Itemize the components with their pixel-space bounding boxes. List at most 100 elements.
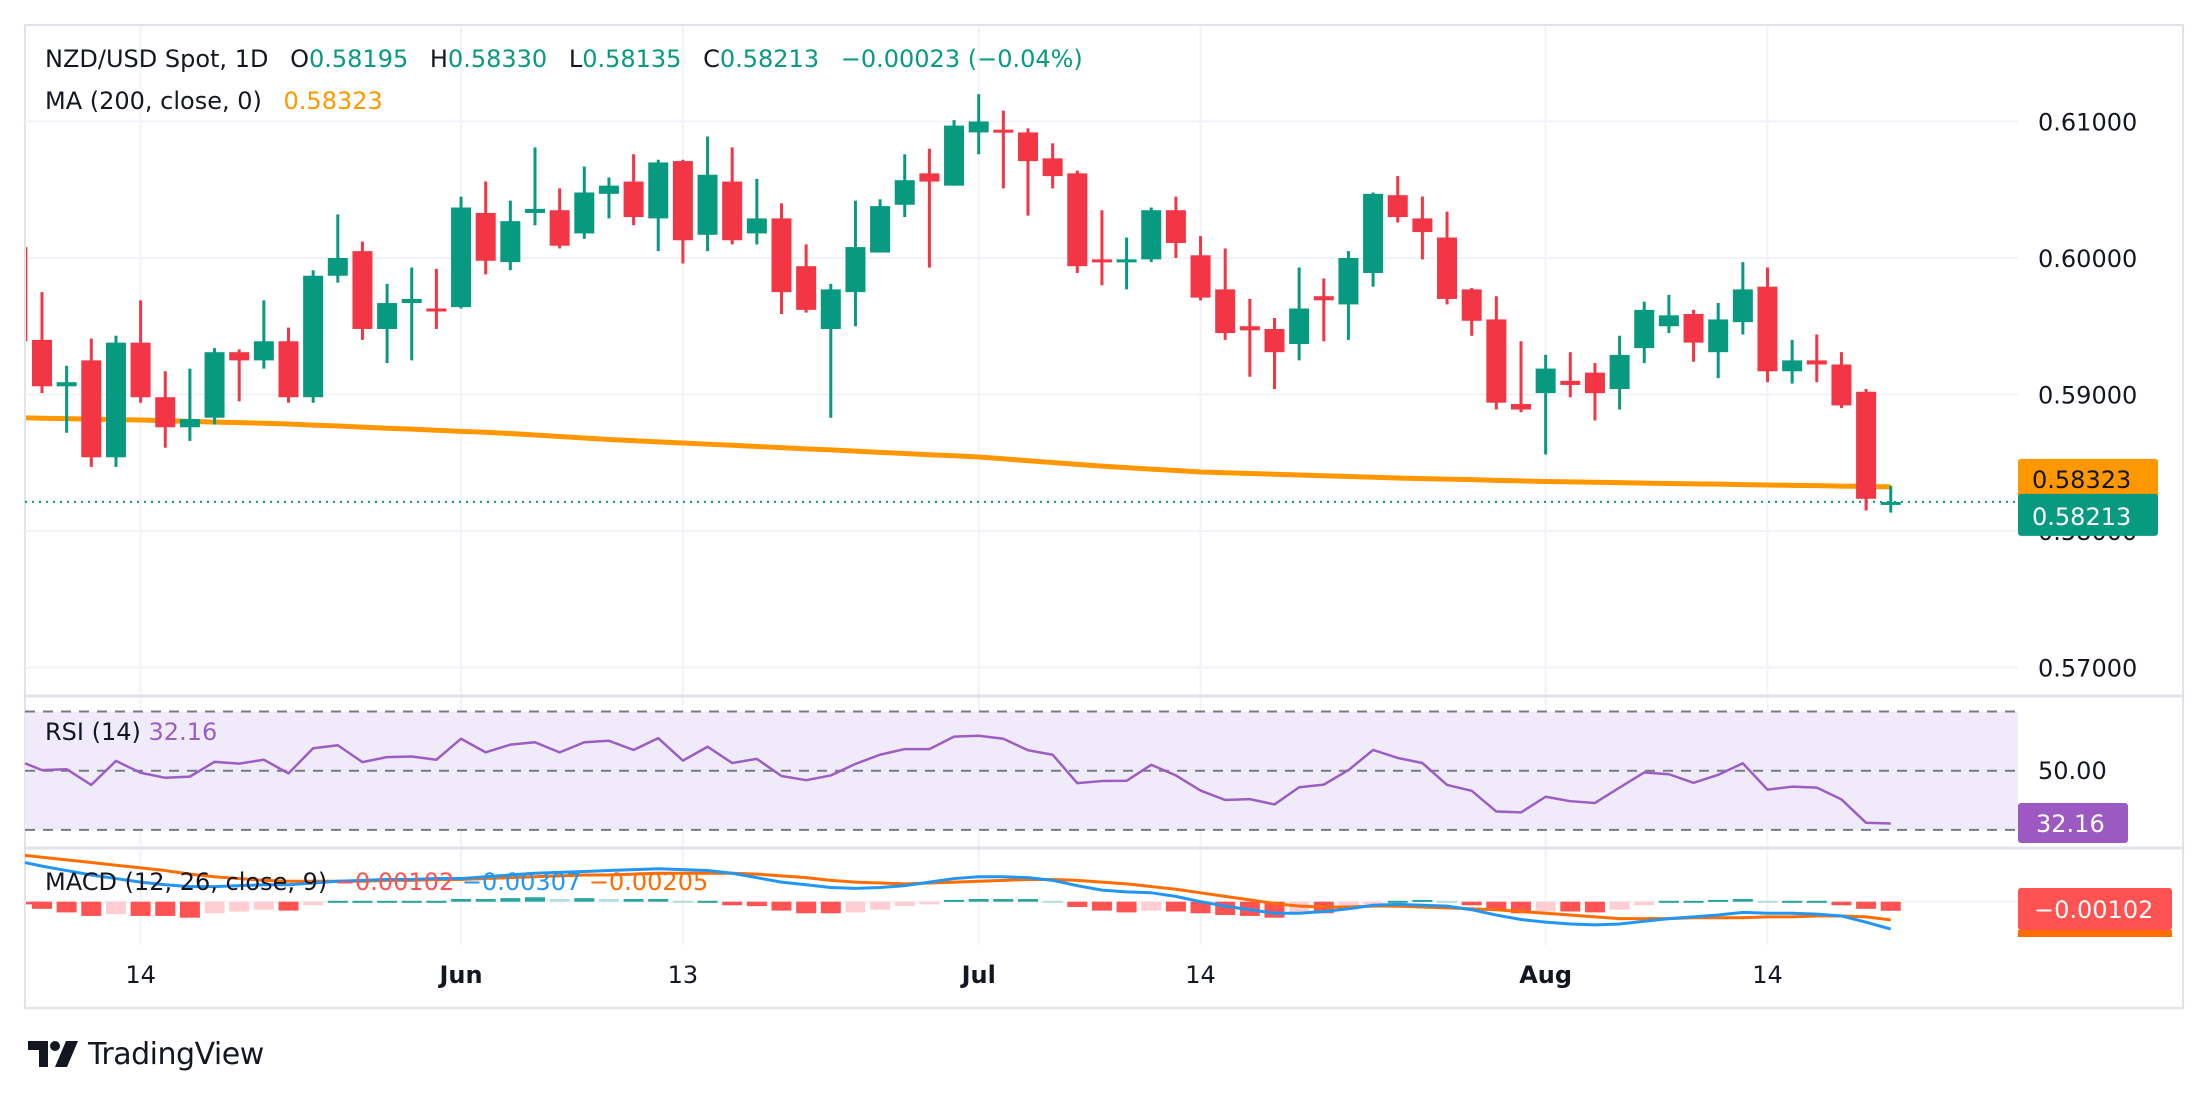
candle-body [993,129,1014,133]
candle-bullish[interactable] [1782,339,1803,384]
candle-bullish[interactable] [204,348,225,425]
candle-bullish[interactable] [1658,294,1679,334]
candle-bullish[interactable] [1880,485,1901,513]
candle-bearish[interactable] [796,244,817,313]
candle-bearish[interactable] [1067,170,1088,274]
date-axis-label: Aug [1519,961,1572,989]
candle-body [253,341,274,361]
candle-bullish[interactable] [1141,207,1162,263]
ma200-line[interactable] [25,415,1891,490]
candle-bullish[interactable] [303,270,324,403]
candle-bearish[interactable] [672,159,693,264]
ma-legend-label[interactable]: MA (200, close, 0) [45,87,262,115]
candle-bullish[interactable] [697,136,718,252]
candle-bullish[interactable] [746,178,767,245]
candle-bullish[interactable] [648,159,669,252]
candle-bearish[interactable] [1683,309,1704,362]
candle-bearish[interactable] [81,338,102,467]
candle-bearish[interactable] [1831,352,1852,409]
candle-bearish[interactable] [1560,352,1581,398]
candle-bearish[interactable] [1264,318,1285,390]
candle-bearish[interactable] [32,292,52,394]
candle-bullish[interactable] [327,214,348,283]
candle-bullish[interactable] [1535,354,1556,455]
candle-body [722,181,743,241]
candle-bearish[interactable] [1511,341,1531,413]
ma-price-tag-text: 0.58323 [2032,466,2131,494]
candle-bearish[interactable] [549,188,570,249]
candle-bullish[interactable] [870,199,891,253]
macd-legend-label[interactable]: MACD (12, 26, close, 9) [45,868,328,896]
candle-bearish[interactable] [722,147,743,245]
candle-bearish[interactable] [1461,288,1482,336]
candle-bullish[interactable] [525,147,545,226]
candle-bearish[interactable] [993,110,1014,189]
candle-bullish[interactable] [598,177,619,219]
candle-bearish[interactable] [1190,236,1211,301]
candle-bullish[interactable] [574,166,595,239]
tradingview-logo[interactable]: TradingView [28,1034,264,1074]
candle-bearish[interactable] [1856,389,1877,511]
candle-bullish[interactable] [845,200,866,327]
candle-bullish[interactable] [377,283,398,364]
candle-bearish[interactable] [1584,363,1605,421]
macd-histogram-bar [574,898,595,902]
candle-bullish[interactable] [1338,251,1359,340]
candle-bearish[interactable] [1091,210,1112,286]
macd-histogram-bar [1806,900,1827,903]
candle-body [1831,364,1852,406]
candle-bullish[interactable] [105,335,126,467]
candle-bullish[interactable] [1708,303,1729,379]
candle-bullish[interactable] [401,267,422,361]
candle-bearish[interactable] [1239,298,1260,377]
date-axis[interactable]: 14 Jun 13 Jul 14 Aug 14 [125,961,1782,989]
candle-bearish[interactable] [623,154,644,226]
symbol-title[interactable]: NZD/USD Spot, 1D [45,45,269,73]
candle-bullish[interactable] [944,120,965,186]
candle-bearish[interactable] [1437,211,1458,305]
candle-bearish[interactable] [7,247,28,342]
candle-bullish[interactable] [179,368,200,441]
macd-histogram-bar [105,901,126,915]
candle-bearish[interactable] [155,371,176,448]
macd-histogram-bar [253,901,274,910]
candle-bearish[interactable] [475,181,496,275]
rsi-line[interactable] [24,734,1891,825]
candle-bearish[interactable] [1412,196,1433,260]
macd-legend-macd: −0.00307 [461,868,582,896]
candle-bullish[interactable] [1609,335,1630,410]
candle-bearish[interactable] [771,203,792,314]
candle-bullish[interactable] [968,94,989,155]
candle-bullish[interactable] [1732,262,1753,335]
candle-bearish[interactable] [1387,176,1408,223]
candle-bullish[interactable] [1289,267,1310,361]
candle-bullish[interactable] [1363,192,1384,287]
candle-bearish[interactable] [278,327,299,403]
macd-line[interactable] [24,861,1892,931]
candle-bullish[interactable] [56,365,77,433]
candle-bearish[interactable] [1757,267,1778,383]
candle-bearish[interactable] [1165,196,1186,258]
rsi-legend-label[interactable]: RSI (14) [45,718,141,746]
candle-bullish[interactable] [820,283,841,418]
candle-bearish[interactable] [919,148,940,268]
candle-bullish[interactable] [500,200,521,271]
close-label: C [703,45,720,73]
candle-bearish[interactable] [426,268,447,329]
candle-bearish[interactable] [229,349,250,402]
candle-bearish[interactable] [1215,248,1236,340]
candle-bearish[interactable] [1313,278,1334,342]
candle-bullish[interactable] [1116,237,1137,290]
candle-bullish[interactable] [253,300,274,369]
candle-bearish[interactable] [1486,296,1507,410]
candle-bullish[interactable] [1634,301,1655,364]
candle-bullish[interactable] [451,196,472,309]
candle-bearish[interactable] [1018,128,1038,216]
candle-bearish[interactable] [1042,143,1063,189]
candle-bearish[interactable] [130,300,151,403]
candle-bearish[interactable] [352,241,373,340]
candle-bearish[interactable] [1806,334,1827,383]
candle-bullish[interactable] [894,154,915,218]
